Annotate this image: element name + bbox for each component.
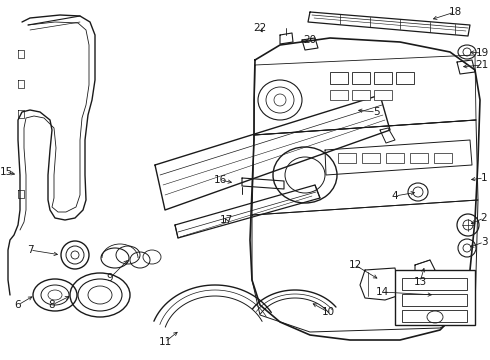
Text: 5: 5 xyxy=(373,107,379,117)
Text: 14: 14 xyxy=(375,287,389,297)
Bar xyxy=(402,294,467,306)
Bar xyxy=(362,153,380,163)
Bar xyxy=(402,278,467,290)
Text: 4: 4 xyxy=(392,191,398,201)
Text: 21: 21 xyxy=(475,60,489,70)
Bar xyxy=(352,72,370,84)
Bar xyxy=(395,270,475,325)
Bar xyxy=(338,153,356,163)
Text: 20: 20 xyxy=(303,35,317,45)
Text: 18: 18 xyxy=(448,7,462,17)
Text: 13: 13 xyxy=(414,277,427,287)
Bar xyxy=(352,90,370,100)
Text: 15: 15 xyxy=(0,167,13,177)
Text: 11: 11 xyxy=(158,337,172,347)
Bar xyxy=(374,72,392,84)
Text: 2: 2 xyxy=(481,213,488,223)
Bar xyxy=(386,153,404,163)
Bar xyxy=(434,153,452,163)
Text: 17: 17 xyxy=(220,215,233,225)
Bar xyxy=(396,72,414,84)
Text: 8: 8 xyxy=(49,300,55,310)
Text: 9: 9 xyxy=(107,273,113,283)
Bar xyxy=(410,153,428,163)
Text: 22: 22 xyxy=(253,23,267,33)
Text: 6: 6 xyxy=(15,300,21,310)
Bar xyxy=(402,310,467,322)
Bar xyxy=(330,90,348,100)
Text: 10: 10 xyxy=(321,307,335,317)
Bar xyxy=(330,72,348,84)
Bar xyxy=(374,90,392,100)
Text: 16: 16 xyxy=(213,175,227,185)
Text: 1: 1 xyxy=(481,173,488,183)
Text: 19: 19 xyxy=(475,48,489,58)
Text: 7: 7 xyxy=(26,245,33,255)
Text: 12: 12 xyxy=(348,260,362,270)
Text: 3: 3 xyxy=(481,237,488,247)
